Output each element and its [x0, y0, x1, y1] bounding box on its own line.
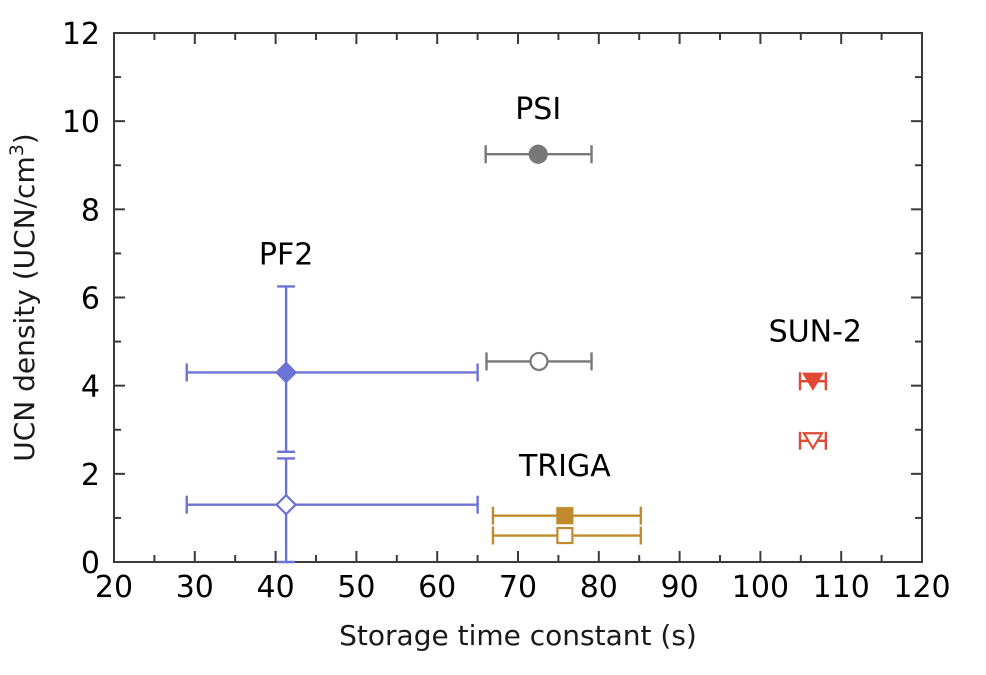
- series-pf2: [185, 285, 479, 564]
- annotation-sun-2: SUN-2: [769, 315, 862, 350]
- data-marker-triangle-down-open: [801, 432, 824, 451]
- x-tick-label: 50: [337, 570, 375, 605]
- x-tick-label: 120: [893, 570, 950, 605]
- x-error-bar: [185, 363, 479, 382]
- data-marker-square-filled: [556, 507, 574, 525]
- series-annotations: PSI PF2 SUN-2 TRIGA: [259, 92, 862, 484]
- y-tick-label: 4: [81, 370, 100, 405]
- annotation-psi: PSI: [515, 92, 561, 127]
- y-axis-ticks: [114, 32, 922, 563]
- x-tick-label: 20: [95, 570, 133, 605]
- x-axis-ticks: [113, 33, 923, 562]
- y-tick-label: 0: [81, 546, 100, 581]
- data-marker-square-open: [556, 526, 574, 545]
- x-axis-tick-labels: 20 30 40 50 60 70 80 90 100 110 120: [95, 570, 951, 605]
- y-tick-label: 10: [62, 105, 100, 140]
- y-tick-label: 2: [81, 458, 100, 493]
- x-tick-label: 70: [499, 570, 537, 605]
- series-psi: [484, 144, 593, 372]
- x-tick-label: 40: [257, 570, 295, 605]
- annotation-pf2: PF2: [259, 237, 313, 272]
- y-tick-label: 12: [62, 17, 100, 52]
- data-marker-diamond-open: [275, 493, 298, 516]
- data-marker-circle-filled: [528, 144, 548, 164]
- series-triga: [491, 506, 643, 545]
- x-tick-label: 100: [732, 570, 789, 605]
- series-sun-2: [798, 372, 828, 451]
- annotation-triga: TRIGA: [518, 449, 611, 484]
- x-tick-label: 80: [580, 570, 618, 605]
- x-error-bar: [185, 495, 479, 514]
- y-tick-label: 8: [81, 193, 100, 228]
- data-series-group: [185, 144, 828, 564]
- data-marker-triangle-down-filled: [801, 372, 824, 391]
- x-tick-label: 30: [176, 570, 214, 605]
- x-tick-label: 90: [661, 570, 699, 605]
- y-axis-label: UCN density (UCN/cm3): [6, 133, 41, 462]
- y-tick-label: 6: [81, 282, 100, 317]
- x-tick-label: 60: [418, 570, 456, 605]
- x-tick-label: 110: [813, 570, 870, 605]
- data-marker-diamond-filled: [275, 361, 298, 384]
- data-marker-circle-open: [529, 351, 549, 372]
- x-axis-label: Storage time constant (s): [339, 619, 697, 652]
- y-axis-tick-labels: 0 2 4 6 8 10 12: [62, 17, 100, 581]
